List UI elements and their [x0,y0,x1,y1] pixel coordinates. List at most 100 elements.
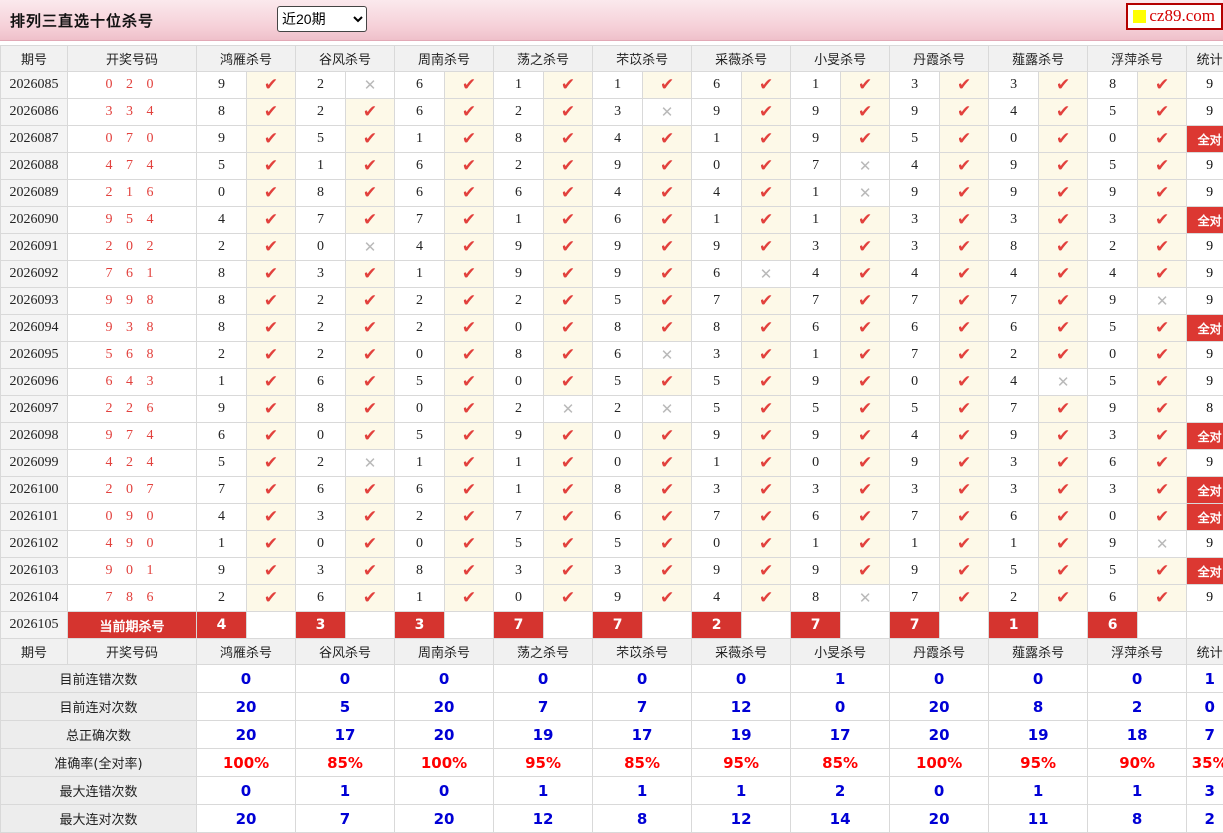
hit-check-icon: ✔ [247,126,296,153]
summary-value: 8 [989,693,1088,721]
draw-number: 9 3 8 [68,315,197,342]
kill-digit: 4 [989,99,1039,126]
hit-check-icon: ✔ [643,180,692,207]
draw-number: 2 2 6 [68,396,197,423]
col-header: 周南杀号 [395,46,494,72]
hit-check-icon: ✔ [1138,180,1187,207]
summary-value: 0 [989,665,1088,693]
kill-digit: 7 [197,477,247,504]
draw-number: 2 0 7 [68,477,197,504]
header-row: 期号开奖号码鸿雁杀号谷风杀号周南杀号荡之杀号芣苡杀号采薇杀号小旻杀号丹霞杀号薤露… [1,639,1223,665]
kill-digit: 5 [692,396,742,423]
hit-check-icon: ✔ [643,585,692,612]
kill-digit: 7 [395,207,445,234]
hit-check-icon: ✔ [643,450,692,477]
miss-x-icon: ✕ [544,396,593,423]
kill-digit: 9 [692,558,742,585]
hit-check-icon: ✔ [346,126,395,153]
hit-check-icon: ✔ [1039,477,1088,504]
hit-check-icon: ✔ [445,234,494,261]
hit-check-icon: ✔ [643,234,692,261]
summary-value: 7 [296,805,395,833]
kill-digit: 8 [989,234,1039,261]
kill-digit: 3 [890,477,940,504]
summary-value: 0 [395,665,494,693]
summary-value: 0 [593,665,692,693]
kill-digit: 4 [989,261,1039,288]
kill-digit: 1 [494,72,544,99]
hit-check-icon: ✔ [742,450,791,477]
current-kill-digit: 6 [1088,612,1138,639]
current-kill-empty [346,612,395,639]
hit-check-icon: ✔ [1138,261,1187,288]
kill-digit: 0 [1088,342,1138,369]
period-cell: 2026087 [1,126,68,153]
kill-digit: 4 [593,126,643,153]
hit-check-icon: ✔ [544,531,593,558]
hit-check-icon: ✔ [445,315,494,342]
kill-digit: 9 [593,585,643,612]
hit-check-icon: ✔ [247,450,296,477]
kill-digit: 6 [395,99,445,126]
kill-digit: 3 [890,72,940,99]
summary-stat: 0 [1187,693,1223,721]
hit-check-icon: ✔ [346,99,395,126]
summary-value: 7 [494,693,593,721]
summary-value: 17 [593,721,692,749]
kill-digit: 1 [494,450,544,477]
kill-digit: 7 [890,288,940,315]
kill-digit: 0 [395,531,445,558]
site-logo[interactable]: cz89.com [1126,3,1223,30]
hit-check-icon: ✔ [1138,558,1187,585]
hit-check-icon: ✔ [1138,126,1187,153]
col-header: 谷风杀号 [296,639,395,665]
kill-digit: 8 [296,396,346,423]
hit-check-icon: ✔ [445,585,494,612]
hit-check-icon: ✔ [346,207,395,234]
kill-digit: 9 [692,234,742,261]
kill-digit: 1 [593,72,643,99]
hit-check-icon: ✔ [445,288,494,315]
hit-check-icon: ✔ [544,99,593,126]
stat-cell: 9 [1187,261,1223,288]
hit-check-icon: ✔ [940,153,989,180]
hit-check-icon: ✔ [940,504,989,531]
hit-check-icon: ✔ [247,288,296,315]
summary-value: 1 [692,777,791,805]
kill-digit: 0 [296,531,346,558]
hit-check-icon: ✔ [841,72,890,99]
kill-digit: 5 [989,558,1039,585]
kill-digit: 9 [593,234,643,261]
hit-check-icon: ✔ [445,126,494,153]
kill-digit: 9 [1088,396,1138,423]
summary-value: 19 [494,721,593,749]
stat-cell: 9 [1187,153,1223,180]
range-select[interactable]: 近20期 [277,6,367,32]
hit-check-icon: ✔ [841,369,890,396]
kill-digit: 4 [692,585,742,612]
kill-digit: 6 [395,72,445,99]
hit-check-icon: ✔ [247,396,296,423]
hit-check-icon: ✔ [1039,423,1088,450]
kill-digit: 7 [890,585,940,612]
hit-check-icon: ✔ [742,477,791,504]
draw-number: 7 8 6 [68,585,197,612]
summary-label: 最大连错次数 [1,777,197,805]
kill-digit: 6 [989,315,1039,342]
hit-check-icon: ✔ [1039,315,1088,342]
hit-check-icon: ✔ [940,207,989,234]
hit-check-icon: ✔ [346,153,395,180]
kill-digit: 1 [494,477,544,504]
hit-check-icon: ✔ [346,342,395,369]
hit-check-icon: ✔ [940,234,989,261]
kill-digit: 9 [197,396,247,423]
kill-digit: 1 [296,153,346,180]
kill-digit: 5 [1088,558,1138,585]
col-header: 芣苡杀号 [593,46,692,72]
hit-check-icon: ✔ [544,585,593,612]
current-kill-empty [841,612,890,639]
summary-value: 2 [1088,693,1187,721]
